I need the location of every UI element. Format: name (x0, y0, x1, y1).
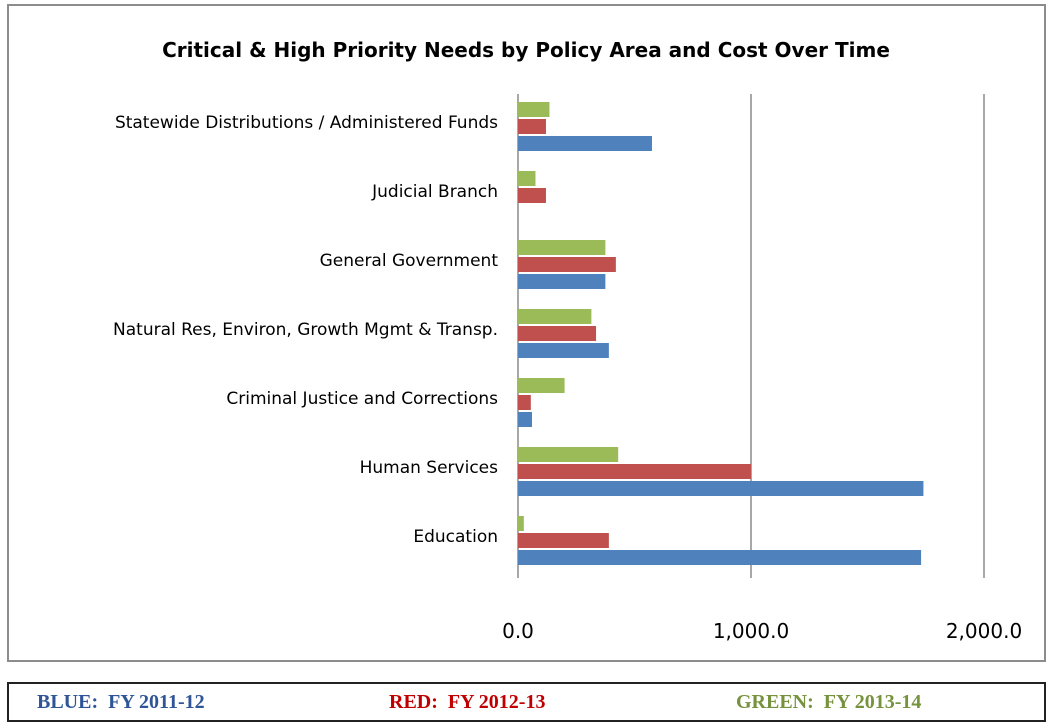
legend-blue: BLUE: FY 2011-12 (37, 691, 205, 713)
bar-fy2013 (518, 171, 536, 186)
bar-fy2013 (518, 102, 550, 117)
x-tick-label: 0.0 (502, 619, 534, 643)
bar-fy2011 (518, 550, 922, 565)
bar-fy2011 (518, 481, 924, 496)
category-label: General Government (320, 251, 499, 271)
bar-fy2013 (518, 378, 565, 393)
bar-fy2012 (518, 533, 609, 548)
category-label: Judicial Branch (371, 182, 498, 202)
bar-fy2012 (518, 395, 531, 410)
bar-fy2012 (518, 188, 546, 203)
bar-fy2011 (518, 343, 609, 358)
category-label: Natural Res, Environ, Growth Mgmt & Tran… (113, 320, 498, 340)
chart-frame: Critical & High Priority Needs by Policy… (7, 4, 1046, 662)
bar-fy2011 (518, 136, 652, 151)
bar-fy2013 (518, 516, 524, 531)
category-label: Human Services (360, 458, 499, 478)
x-tick-label: 1,000.0 (713, 619, 789, 643)
bar-fy2013 (518, 447, 619, 462)
bar-chart: Critical & High Priority Needs by Policy… (113, 38, 1022, 643)
x-tick-label: 2,000.0 (946, 619, 1022, 643)
bar-fy2013 (518, 240, 606, 255)
bar-fy2012 (518, 464, 751, 479)
bar-fy2012 (518, 326, 597, 341)
chart-title: Critical & High Priority Needs by Policy… (162, 38, 890, 62)
category-label: Statewide Distributions / Administered F… (115, 113, 498, 133)
bar-fy2013 (518, 309, 592, 324)
bar-fy2011 (518, 412, 532, 427)
bar-fy2012 (518, 119, 546, 134)
bar-fy2012 (518, 257, 616, 272)
legend-green: GREEN: FY 2013-14 (736, 691, 922, 713)
category-label: Criminal Justice and Corrections (226, 389, 498, 409)
legend-box: BLUE: FY 2011-12 RED: FY 2012-13 GREEN: … (7, 682, 1046, 722)
legend-red: RED: FY 2012-13 (389, 691, 546, 713)
bar-fy2011 (518, 274, 606, 289)
category-label: Education (413, 527, 498, 547)
